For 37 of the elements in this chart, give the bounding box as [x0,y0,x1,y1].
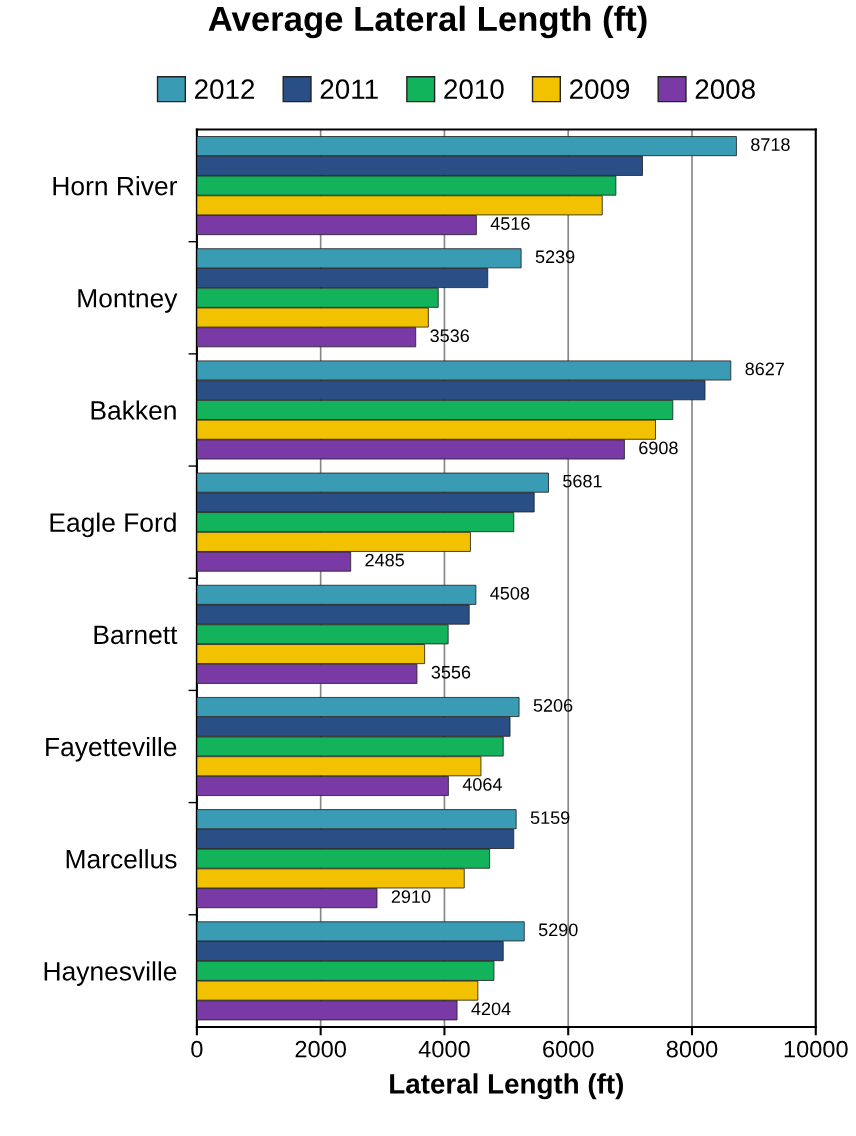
data-label: 4516 [490,217,530,230]
legend-label: 2009 [570,79,630,100]
data-label: 5239 [535,250,575,264]
data-label: 4204 [471,1002,511,1016]
data-label: 4508 [490,586,530,600]
data-label: 8718 [751,138,790,151]
y-tick-label: Bakken [91,400,176,420]
data-label: 2910 [391,890,431,904]
x-tick-label: 6000 [543,1040,594,1058]
x-tick-label: 4000 [418,1040,470,1058]
data-label: 2485 [365,553,404,567]
x-tick-label: 0 [191,1040,203,1058]
y-tick-label: Haynesville [44,961,177,986]
data-label: 5290 [538,923,578,937]
legend-label: 2008 [695,79,755,100]
y-tick-label: Montney [78,289,178,313]
data-label: 6908 [639,441,678,455]
y-tick-label: Horn River [53,176,177,196]
data-label: 4064 [462,778,502,791]
data-label: 3536 [430,329,469,343]
x-axis-title: Lateral Length (ft) [390,1073,623,1100]
legend-label: 2011 [320,79,378,100]
data-label: 5681 [563,474,602,488]
y-tick-label: Fayetteville [46,736,177,762]
data-label: 5206 [533,699,573,712]
legend-label: 2010 [444,79,504,100]
x-tick-label: 8000 [666,1040,718,1058]
data-label: 8627 [745,362,784,376]
data-label: 5159 [530,811,570,825]
data-label: 3556 [431,665,471,679]
x-tick-label: 2000 [295,1040,346,1058]
y-tick-label: Marcellus [66,849,177,869]
y-tick-label: Barnett [94,625,178,645]
legend-label: 2012 [195,79,255,100]
chart-title: Average Lateral Length (ft) [208,5,647,39]
x-tick-label: 10000 [784,1040,848,1058]
y-tick-label: Eagle Ford [50,512,176,538]
